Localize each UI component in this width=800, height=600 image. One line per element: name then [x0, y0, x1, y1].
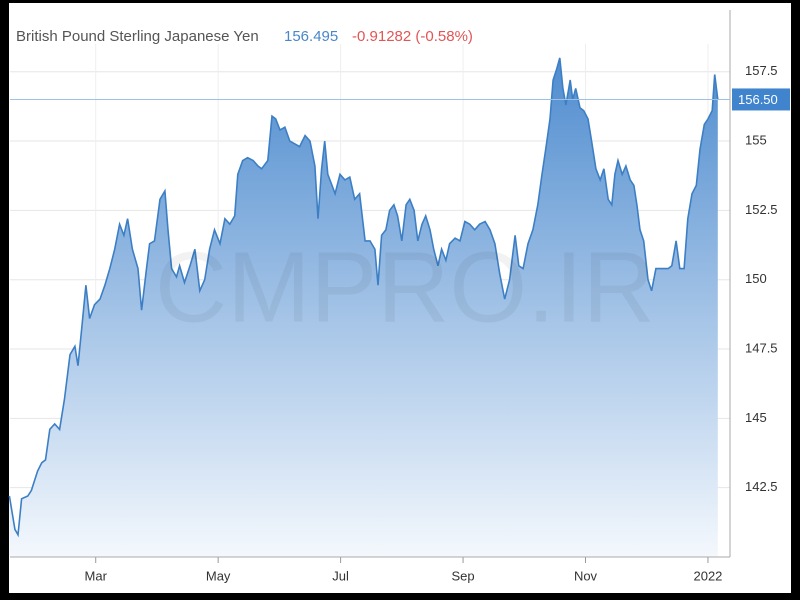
- x-tick-label: Sep: [451, 568, 474, 583]
- y-tick-label: 145: [745, 410, 767, 425]
- last-price: 156.495: [284, 28, 338, 45]
- x-tick-label: May: [206, 568, 231, 583]
- price-line: [8, 57, 719, 538]
- x-tick-label: Jul: [332, 568, 349, 583]
- chart-title: British Pound Sterling Japanese Yen: [16, 28, 259, 45]
- x-tick-label: 2022: [693, 568, 722, 583]
- x-tick-label: Mar: [85, 568, 108, 583]
- y-tick-label: 155: [745, 132, 767, 147]
- y-tick-label: 157.5: [745, 63, 778, 78]
- x-tick-label: Nov: [574, 568, 598, 583]
- price-marker-box: [732, 88, 790, 111]
- y-tick-label: 142.5: [745, 479, 778, 494]
- area-fill: [9, 57, 718, 558]
- price-marker-label: 156.50: [738, 92, 778, 107]
- y-tick-label: 152.5: [745, 202, 778, 217]
- y-tick-label: 147.5: [745, 340, 778, 355]
- price-change: -0.91282 (-0.58%): [352, 28, 473, 45]
- y-tick-label: 150: [745, 271, 767, 286]
- watermark: CMPRO.IR: [155, 231, 655, 343]
